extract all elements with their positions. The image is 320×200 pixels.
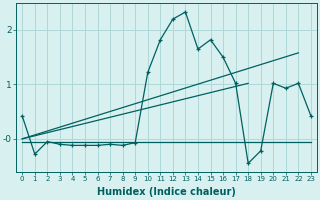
X-axis label: Humidex (Indice chaleur): Humidex (Indice chaleur) (97, 187, 236, 197)
